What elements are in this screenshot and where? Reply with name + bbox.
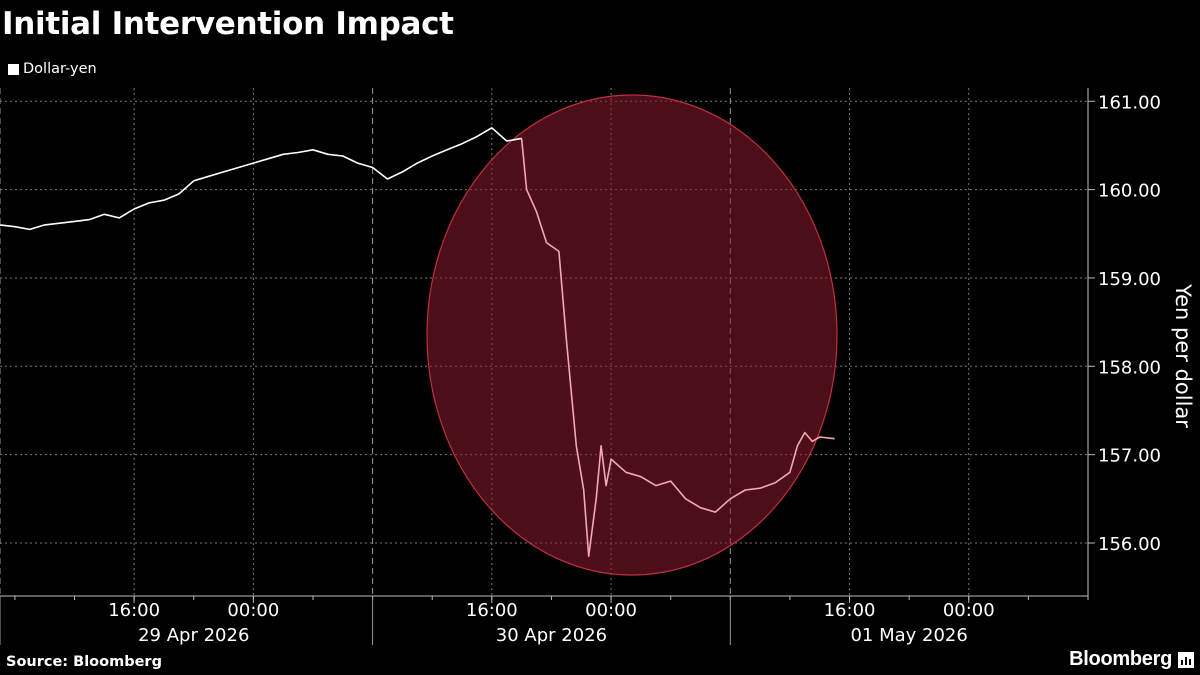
- x-tick-label: 16:00: [466, 600, 518, 621]
- grid-lines: [0, 88, 1088, 596]
- legend: Dollar-yen: [8, 61, 97, 77]
- bar-chart-icon: [1178, 651, 1194, 668]
- date-label: 30 Apr 2026: [496, 625, 607, 646]
- x-axis: 16:00 00:00 16:00 00:00 16:00 00:00 29 Apr 202…: [0, 595, 1089, 646]
- date-label: 29 Apr 2026: [138, 625, 249, 646]
- x-tick-label: 00:00: [227, 600, 279, 621]
- x-tick-label: 00:00: [943, 600, 995, 621]
- chart-title: Initial Intervention Impact: [2, 6, 454, 42]
- y-axis-label: Yen per dollar: [1171, 283, 1195, 428]
- y-tick-label: 156.00: [1098, 534, 1161, 555]
- date-label: 01 May 2026: [850, 625, 967, 646]
- y-tick-label: 159.00: [1098, 269, 1161, 290]
- x-tick-label: 16:00: [108, 600, 160, 621]
- series-lines: [0, 127, 835, 557]
- y-axis: 156.00 157.00 158.00 159.00 160.00 161.00: [1087, 88, 1161, 596]
- series-line-dollar-yen-highlight: [520, 138, 835, 557]
- highlight-circle: [426, 94, 838, 576]
- y-tick-label: 160.00: [1098, 181, 1161, 202]
- legend-label: Dollar-yen: [23, 61, 97, 77]
- y-tick-label: 157.00: [1098, 446, 1161, 467]
- y-tick-label: 161.00: [1098, 92, 1161, 113]
- highlight-region: [426, 94, 838, 576]
- x-tick-label: 16:00: [824, 600, 876, 621]
- bloomberg-logo: Bloomberg: [1069, 648, 1194, 671]
- y-tick-label: 158.00: [1098, 357, 1161, 378]
- source-note: Source: Bloomberg: [6, 654, 162, 670]
- brand-text: Bloomberg: [1069, 648, 1172, 670]
- legend-swatch: [8, 63, 19, 75]
- x-tick-label: 00:00: [585, 600, 637, 621]
- series-line-dollar-yen: [0, 127, 522, 231]
